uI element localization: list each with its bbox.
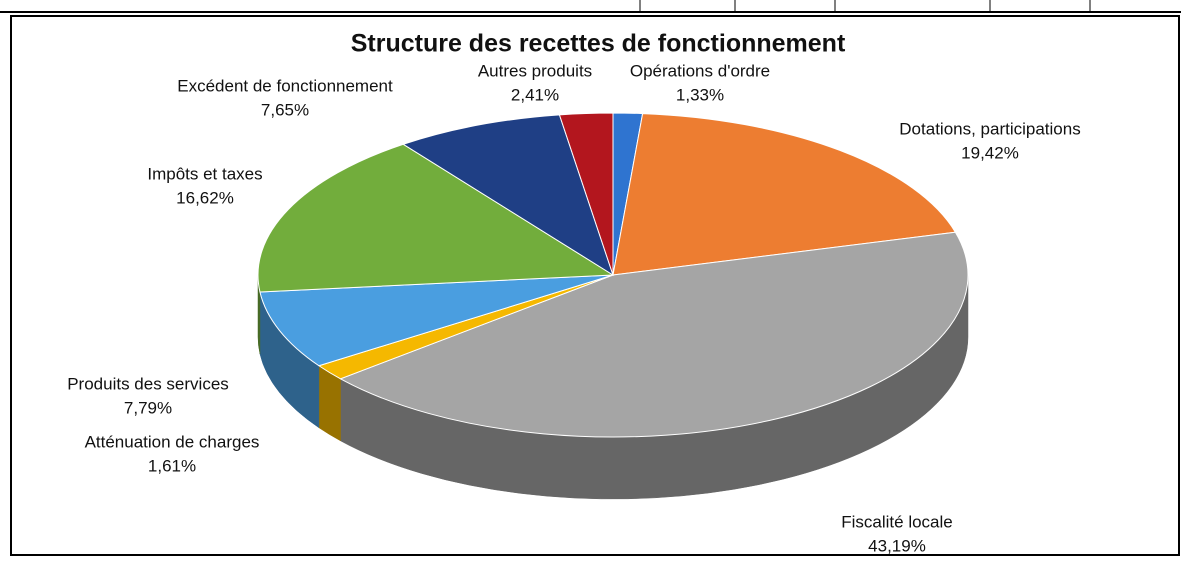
slice xyxy=(558,112,614,276)
slice-value-label: 43,19% xyxy=(868,536,926,555)
slice-label: Opérations d'ordre xyxy=(630,61,770,80)
slice-value-label: 1,61% xyxy=(148,456,196,475)
slice-label: Fiscalité locale xyxy=(841,512,953,531)
chart-title: Structure des recettes de fonctionnement xyxy=(351,30,846,58)
slice-value-label: 1,33% xyxy=(676,85,724,104)
slice-label: Impôts et taxes xyxy=(147,164,262,183)
slice-label: Produits des services xyxy=(67,374,229,393)
slice xyxy=(339,231,969,438)
chart-frame xyxy=(10,15,1180,556)
slice xyxy=(259,274,614,367)
slice-value-label: 2,41% xyxy=(511,85,559,104)
slice-label: Atténuation de charges xyxy=(85,432,260,451)
slice xyxy=(612,113,957,276)
slice-label: Dotations, participations xyxy=(899,119,1080,138)
slice-value-label: 7,79% xyxy=(124,398,172,417)
slice-value-label: 19,42% xyxy=(961,143,1019,162)
slice xyxy=(402,114,614,277)
slice-label: Excédent de fonctionnement xyxy=(177,76,393,95)
slice-value-label: 7,65% xyxy=(261,100,309,119)
slice-label: Autres produits xyxy=(478,61,592,80)
slice xyxy=(257,143,615,293)
slice-value-label: 16,62% xyxy=(176,188,234,207)
